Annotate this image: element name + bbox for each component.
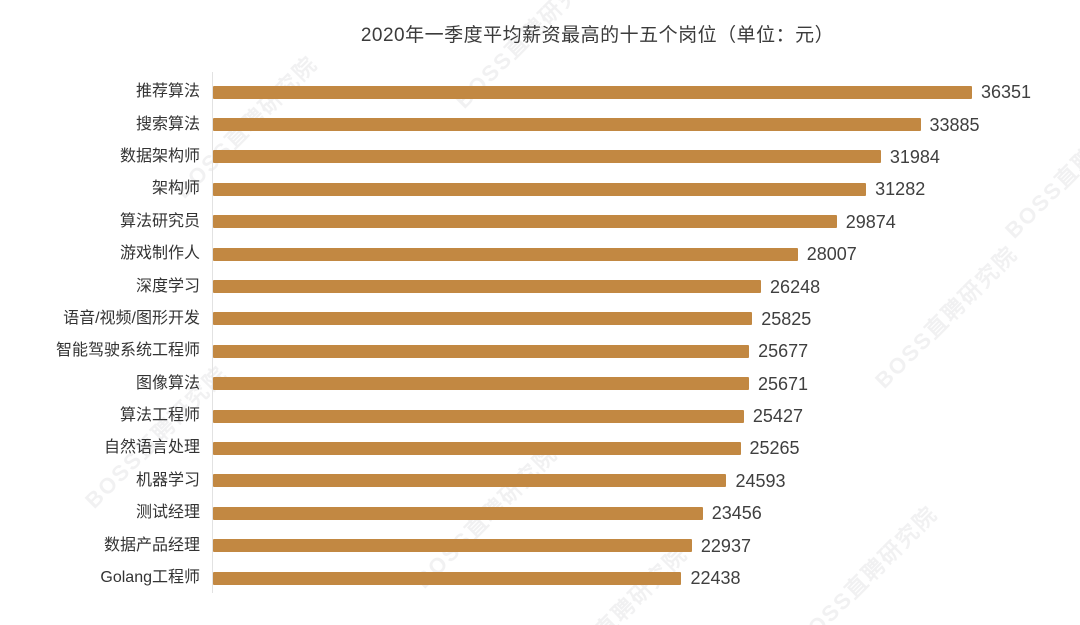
bar [213, 150, 881, 164]
category-label: 数据架构师 [119, 147, 200, 165]
bar-row: 游戏制作人 28007 [0, 238, 1080, 270]
bar-track: 25671 [213, 375, 1080, 393]
value-label: 25265 [749, 438, 800, 459]
bar-row: 深度学习 26248 [0, 270, 1080, 302]
value-label: 23456 [711, 503, 762, 524]
bar-track: 25427 [213, 407, 1080, 425]
bar-track: 23456 [213, 504, 1080, 522]
bar-row: 智能驾驶系统工程师 25677 [0, 335, 1080, 367]
value-label: 29874 [845, 211, 896, 232]
bar-row: 搜索算法 33885 [0, 108, 1080, 140]
category-label: 搜索算法 [135, 115, 200, 133]
bar-track: 29874 [213, 213, 1080, 231]
bar-track: 22937 [213, 537, 1080, 555]
bar-track: 24593 [213, 472, 1080, 490]
category-label: 语音/视频/图形开发 [63, 309, 200, 327]
bar [213, 118, 921, 132]
value-label: 31984 [889, 146, 940, 167]
bar [213, 506, 703, 520]
bar-row: 架构师 31282 [0, 173, 1080, 205]
bar [213, 377, 749, 391]
bar-track: 31282 [213, 180, 1080, 198]
bar-track: 33885 [213, 116, 1080, 134]
bar [213, 441, 741, 455]
bar [213, 344, 750, 358]
bar [213, 312, 753, 326]
bar-row: 语音/视频/图形开发 25825 [0, 303, 1080, 335]
category-label: 推荐算法 [135, 83, 200, 101]
value-label: 24593 [735, 470, 786, 491]
y-axis-line [212, 72, 213, 593]
category-label: 自然语言处理 [103, 439, 200, 457]
bar-rows: 推荐算法 36351 搜索算法 33885 数据架构师 31984 架构师 31282 算法研究… [0, 76, 1080, 594]
bar [213, 474, 727, 488]
value-label: 22937 [700, 535, 751, 556]
bar-track: 25265 [213, 439, 1080, 457]
value-label: 31282 [875, 179, 926, 200]
value-label: 28007 [806, 244, 857, 265]
bar [213, 85, 972, 99]
category-label: 架构师 [151, 180, 200, 198]
bar-row: 数据产品经理 22937 [0, 529, 1080, 561]
bar-row: 算法研究员 29874 [0, 206, 1080, 238]
bar-track: 31984 [213, 148, 1080, 166]
bar-row: 算法工程师 25427 [0, 400, 1080, 432]
bar-track: 25677 [213, 342, 1080, 360]
value-label: 36351 [981, 82, 1032, 103]
bar-track: 26248 [213, 278, 1080, 296]
category-label: 数据产品经理 [103, 536, 200, 554]
bar-row: 推荐算法 36351 [0, 76, 1080, 108]
bar [213, 409, 744, 423]
bar-row: Golang工程师 22438 [0, 562, 1080, 594]
category-label: 智能驾驶系统工程师 [55, 342, 200, 360]
category-label: 算法研究员 [119, 212, 200, 230]
value-label: 33885 [929, 114, 980, 135]
bar-row: 机器学习 24593 [0, 465, 1080, 497]
category-label: 图像算法 [135, 374, 200, 392]
bar-track: 36351 [213, 83, 1080, 101]
chart-title: 2020年一季度平均薪资最高的十五个岗位（单位：元） [360, 25, 835, 46]
category-label: 深度学习 [135, 277, 200, 295]
value-label: 25671 [758, 373, 809, 394]
bar [213, 215, 837, 229]
bar-track: 25825 [213, 310, 1080, 328]
bar [213, 571, 682, 585]
bar-track: 22438 [213, 569, 1080, 587]
bar-row: 图像算法 25671 [0, 368, 1080, 400]
bar [213, 539, 692, 553]
bar [213, 247, 798, 261]
value-label: 25677 [758, 341, 809, 362]
category-label: Golang工程师 [100, 569, 200, 587]
bar-row: 测试经理 23456 [0, 497, 1080, 529]
bar-row: 数据架构师 31984 [0, 141, 1080, 173]
bar-track: 28007 [213, 245, 1080, 263]
value-label: 26248 [770, 276, 821, 297]
category-label: 测试经理 [135, 504, 200, 522]
bar-row: 自然语言处理 25265 [0, 432, 1080, 464]
category-label: 机器学习 [135, 471, 200, 489]
value-label: 25825 [761, 308, 812, 329]
bar [213, 280, 762, 294]
value-label: 22438 [690, 568, 741, 589]
bar [213, 182, 867, 196]
value-label: 25427 [752, 406, 803, 427]
category-label: 算法工程师 [119, 407, 200, 425]
category-label: 游戏制作人 [119, 245, 200, 263]
